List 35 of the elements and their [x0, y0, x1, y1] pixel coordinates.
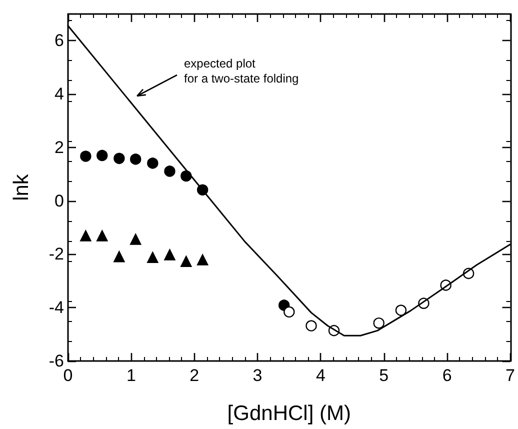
- point: [284, 306, 295, 318]
- point: [180, 256, 192, 268]
- y-tick-label: 6: [54, 31, 64, 50]
- point: [164, 249, 176, 260]
- point: [395, 304, 407, 316]
- point: [147, 158, 158, 169]
- y-axis-title: lnk: [10, 174, 33, 201]
- point: [373, 318, 384, 329]
- point: [114, 152, 125, 164]
- point: [306, 320, 317, 332]
- y-tick-label: -2: [48, 244, 64, 264]
- annotation: expected plot for a two-state folding: [184, 56, 299, 86]
- y-tick-label: -4: [48, 298, 64, 318]
- x-axis-title: [GdnHCl] (M): [227, 402, 351, 425]
- point: [96, 230, 108, 242]
- y-tick-label: 2: [54, 138, 64, 157]
- x-tick-label: 6: [442, 366, 452, 385]
- x-tick-label: 5: [379, 366, 389, 385]
- x-tick-label: 1: [126, 366, 136, 385]
- x-tick-label: 3: [252, 366, 262, 385]
- y-tick-label: 0: [54, 191, 64, 210]
- point: [96, 150, 108, 162]
- x-tick-label: 4: [316, 366, 326, 385]
- point: [80, 230, 92, 242]
- y-tick-label: -6: [48, 352, 64, 370]
- y-tick-label: 4: [54, 84, 64, 104]
- point: [147, 252, 158, 264]
- x-tick-label: 7: [506, 366, 516, 385]
- point: [130, 154, 142, 165]
- point: [164, 166, 176, 177]
- point: [130, 234, 142, 245]
- point: [114, 251, 125, 262]
- x-tick-label: 2: [190, 366, 200, 385]
- point: [196, 254, 208, 266]
- point: [80, 150, 92, 162]
